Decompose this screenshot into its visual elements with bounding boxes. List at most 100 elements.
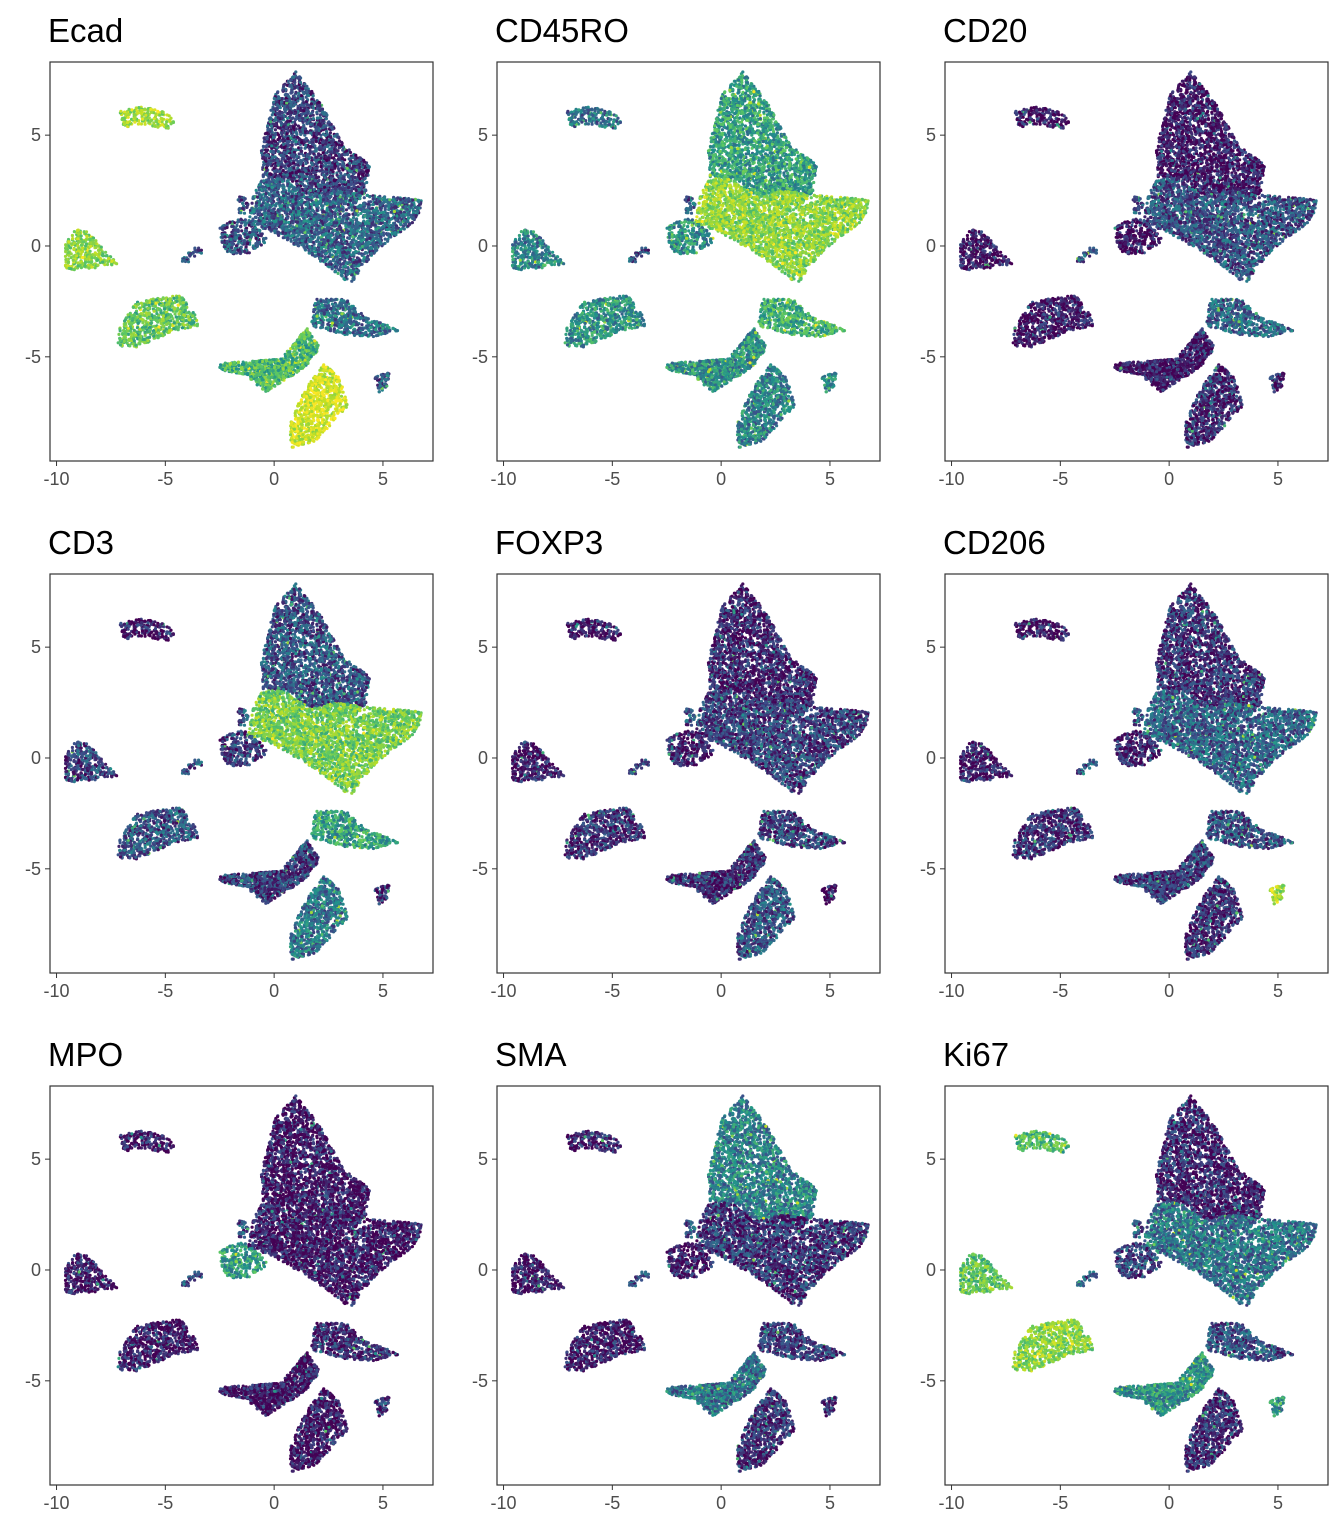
cell-point (366, 169, 369, 172)
cell-point (139, 339, 142, 342)
cell-point (356, 166, 359, 169)
cell-point (399, 228, 402, 231)
cell-point (85, 230, 88, 233)
cell-point (144, 123, 147, 126)
cell-point (186, 323, 189, 326)
cell-point (303, 188, 306, 191)
cell-point (329, 131, 332, 134)
cell-point (334, 262, 337, 265)
cell-point (280, 131, 283, 134)
cell-point (162, 324, 165, 327)
cell-point (153, 108, 156, 111)
cell-point (276, 138, 279, 141)
cell-point (317, 189, 320, 192)
cell-point (144, 326, 147, 329)
cell-point (142, 305, 145, 308)
cell-point (148, 121, 151, 124)
cell-point (311, 175, 314, 178)
cell-point (189, 313, 192, 316)
cell-point (258, 192, 261, 195)
cell-point (172, 327, 175, 330)
cell-point (344, 265, 347, 268)
cell-point (283, 108, 286, 111)
cell-point (81, 256, 84, 259)
cell-point (123, 337, 126, 340)
cell-point (70, 242, 73, 245)
cell-point (367, 203, 370, 206)
cell-point (302, 109, 305, 112)
panel-title: Ecad (48, 12, 123, 50)
cell-point (119, 343, 122, 346)
cell-point (140, 112, 143, 115)
cell-point (73, 242, 76, 245)
cell-point (327, 120, 330, 123)
cell-point (84, 261, 87, 264)
cell-point (295, 171, 298, 174)
cell-point (301, 87, 304, 90)
cell-point (67, 240, 70, 243)
cell-point (158, 319, 161, 322)
cell-point (306, 112, 309, 115)
cell-point (288, 109, 291, 112)
cell-point (161, 110, 164, 113)
cell-point (251, 202, 254, 205)
cell-point (268, 172, 271, 175)
cell-point (169, 117, 172, 120)
cell-point (85, 235, 88, 238)
cell-point (274, 144, 277, 147)
cell-point (181, 326, 184, 329)
cell-point (133, 329, 136, 332)
cell-point (135, 106, 138, 109)
cell-point (128, 108, 131, 111)
cell-point (321, 126, 324, 129)
cell-point (316, 116, 319, 119)
cell-point (325, 263, 328, 266)
cell-point (277, 133, 280, 136)
cell-point (311, 253, 314, 256)
cell-point (321, 108, 324, 111)
cell-point (367, 205, 370, 208)
cell-point (89, 241, 92, 244)
cell-point (324, 143, 327, 146)
cell-point (330, 182, 333, 185)
cell-point (359, 208, 362, 211)
cell-point (275, 169, 278, 172)
cell-point (137, 303, 140, 306)
cell-point (305, 90, 308, 93)
cell-point (360, 191, 363, 194)
cell-point (278, 97, 281, 100)
cell-point (281, 117, 284, 120)
cell-point (161, 123, 164, 126)
cell-point (304, 147, 307, 150)
cell-point (102, 254, 105, 257)
cell-point (339, 212, 342, 215)
cell-point (110, 260, 113, 263)
cell-point (284, 94, 287, 97)
cell-point (299, 162, 302, 165)
cell-point (265, 136, 268, 139)
cell-point (182, 301, 185, 304)
cell-point (146, 109, 149, 112)
cell-point (119, 110, 122, 113)
cell-point (321, 181, 324, 184)
cell-point (318, 146, 321, 149)
cell-point (72, 259, 75, 262)
cell-point (327, 156, 330, 159)
cell-point (366, 164, 369, 167)
cell-point (141, 321, 144, 324)
cell-point (128, 344, 131, 347)
cell-point (158, 120, 161, 123)
cell-point (274, 123, 277, 126)
cell-point (263, 137, 266, 140)
cell-point (289, 163, 292, 166)
cell-point (291, 171, 294, 174)
cell-point (332, 170, 335, 173)
cell-point (281, 111, 284, 114)
cell-point (315, 140, 318, 143)
cell-point (274, 128, 277, 131)
cell-point (342, 187, 345, 190)
cell-point (266, 124, 269, 127)
cell-point (352, 185, 355, 188)
cell-point (325, 114, 328, 117)
cell-point (352, 172, 355, 175)
